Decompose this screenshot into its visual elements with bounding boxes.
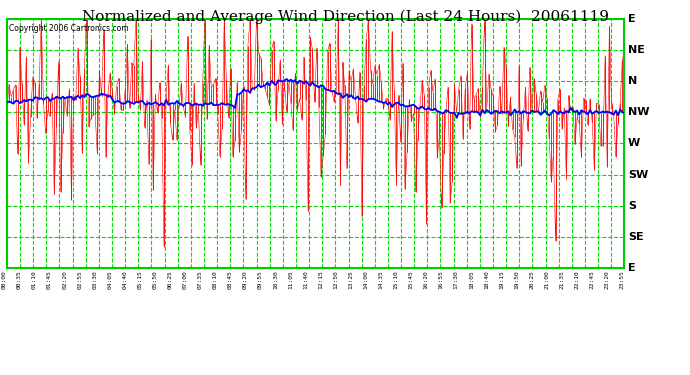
Text: 09:20: 09:20 xyxy=(243,270,248,289)
Text: 11:05: 11:05 xyxy=(288,270,293,289)
Text: 23:20: 23:20 xyxy=(604,270,609,289)
Text: 02:20: 02:20 xyxy=(62,270,67,289)
Text: 05:15: 05:15 xyxy=(137,270,142,289)
Text: S: S xyxy=(628,201,636,211)
Text: 14:00: 14:00 xyxy=(364,270,368,289)
Text: 00:35: 00:35 xyxy=(17,270,22,289)
Text: 22:10: 22:10 xyxy=(574,270,580,289)
Text: 13:25: 13:25 xyxy=(348,270,353,289)
Text: 08:10: 08:10 xyxy=(213,270,218,289)
Text: 09:55: 09:55 xyxy=(258,270,263,289)
Text: 00:00: 00:00 xyxy=(2,270,7,289)
Text: 04:05: 04:05 xyxy=(108,270,112,289)
Text: 21:35: 21:35 xyxy=(559,270,564,289)
Text: 03:30: 03:30 xyxy=(92,270,97,289)
Text: NW: NW xyxy=(628,107,649,117)
Text: 20:25: 20:25 xyxy=(529,270,534,289)
Text: 12:15: 12:15 xyxy=(318,270,323,289)
Text: 08:45: 08:45 xyxy=(228,270,233,289)
Text: 18:40: 18:40 xyxy=(484,270,489,289)
Text: SW: SW xyxy=(628,170,648,180)
Text: 01:45: 01:45 xyxy=(47,270,52,289)
Text: 18:05: 18:05 xyxy=(469,270,474,289)
Text: 07:35: 07:35 xyxy=(198,270,203,289)
Text: 14:35: 14:35 xyxy=(378,270,384,289)
Text: 10:30: 10:30 xyxy=(273,270,278,289)
Text: 15:10: 15:10 xyxy=(393,270,399,289)
Text: 07:00: 07:00 xyxy=(183,270,188,289)
Text: 04:40: 04:40 xyxy=(122,270,128,289)
Text: 16:55: 16:55 xyxy=(439,270,444,289)
Text: E: E xyxy=(628,263,635,273)
Text: 16:20: 16:20 xyxy=(424,270,428,289)
Text: 06:25: 06:25 xyxy=(168,270,172,289)
Text: NE: NE xyxy=(628,45,644,55)
Text: 19:50: 19:50 xyxy=(514,270,519,289)
Text: Normalized and Average Wind Direction (Last 24 Hours)  20061119: Normalized and Average Wind Direction (L… xyxy=(81,9,609,24)
Text: 22:45: 22:45 xyxy=(589,270,594,289)
Text: 02:55: 02:55 xyxy=(77,270,82,289)
Text: 12:50: 12:50 xyxy=(333,270,338,289)
Text: 23:55: 23:55 xyxy=(620,270,624,289)
Text: 17:30: 17:30 xyxy=(454,270,459,289)
Text: 01:10: 01:10 xyxy=(32,270,37,289)
Text: W: W xyxy=(628,138,640,148)
Text: 15:45: 15:45 xyxy=(408,270,413,289)
Text: 19:15: 19:15 xyxy=(499,270,504,289)
Text: 05:50: 05:50 xyxy=(152,270,157,289)
Text: 11:40: 11:40 xyxy=(303,270,308,289)
Text: Copyright 2006 Cartronics.com: Copyright 2006 Cartronics.com xyxy=(9,24,128,33)
Text: 21:00: 21:00 xyxy=(544,270,549,289)
Text: N: N xyxy=(628,76,637,86)
Text: SE: SE xyxy=(628,232,644,242)
Text: E: E xyxy=(628,14,635,24)
